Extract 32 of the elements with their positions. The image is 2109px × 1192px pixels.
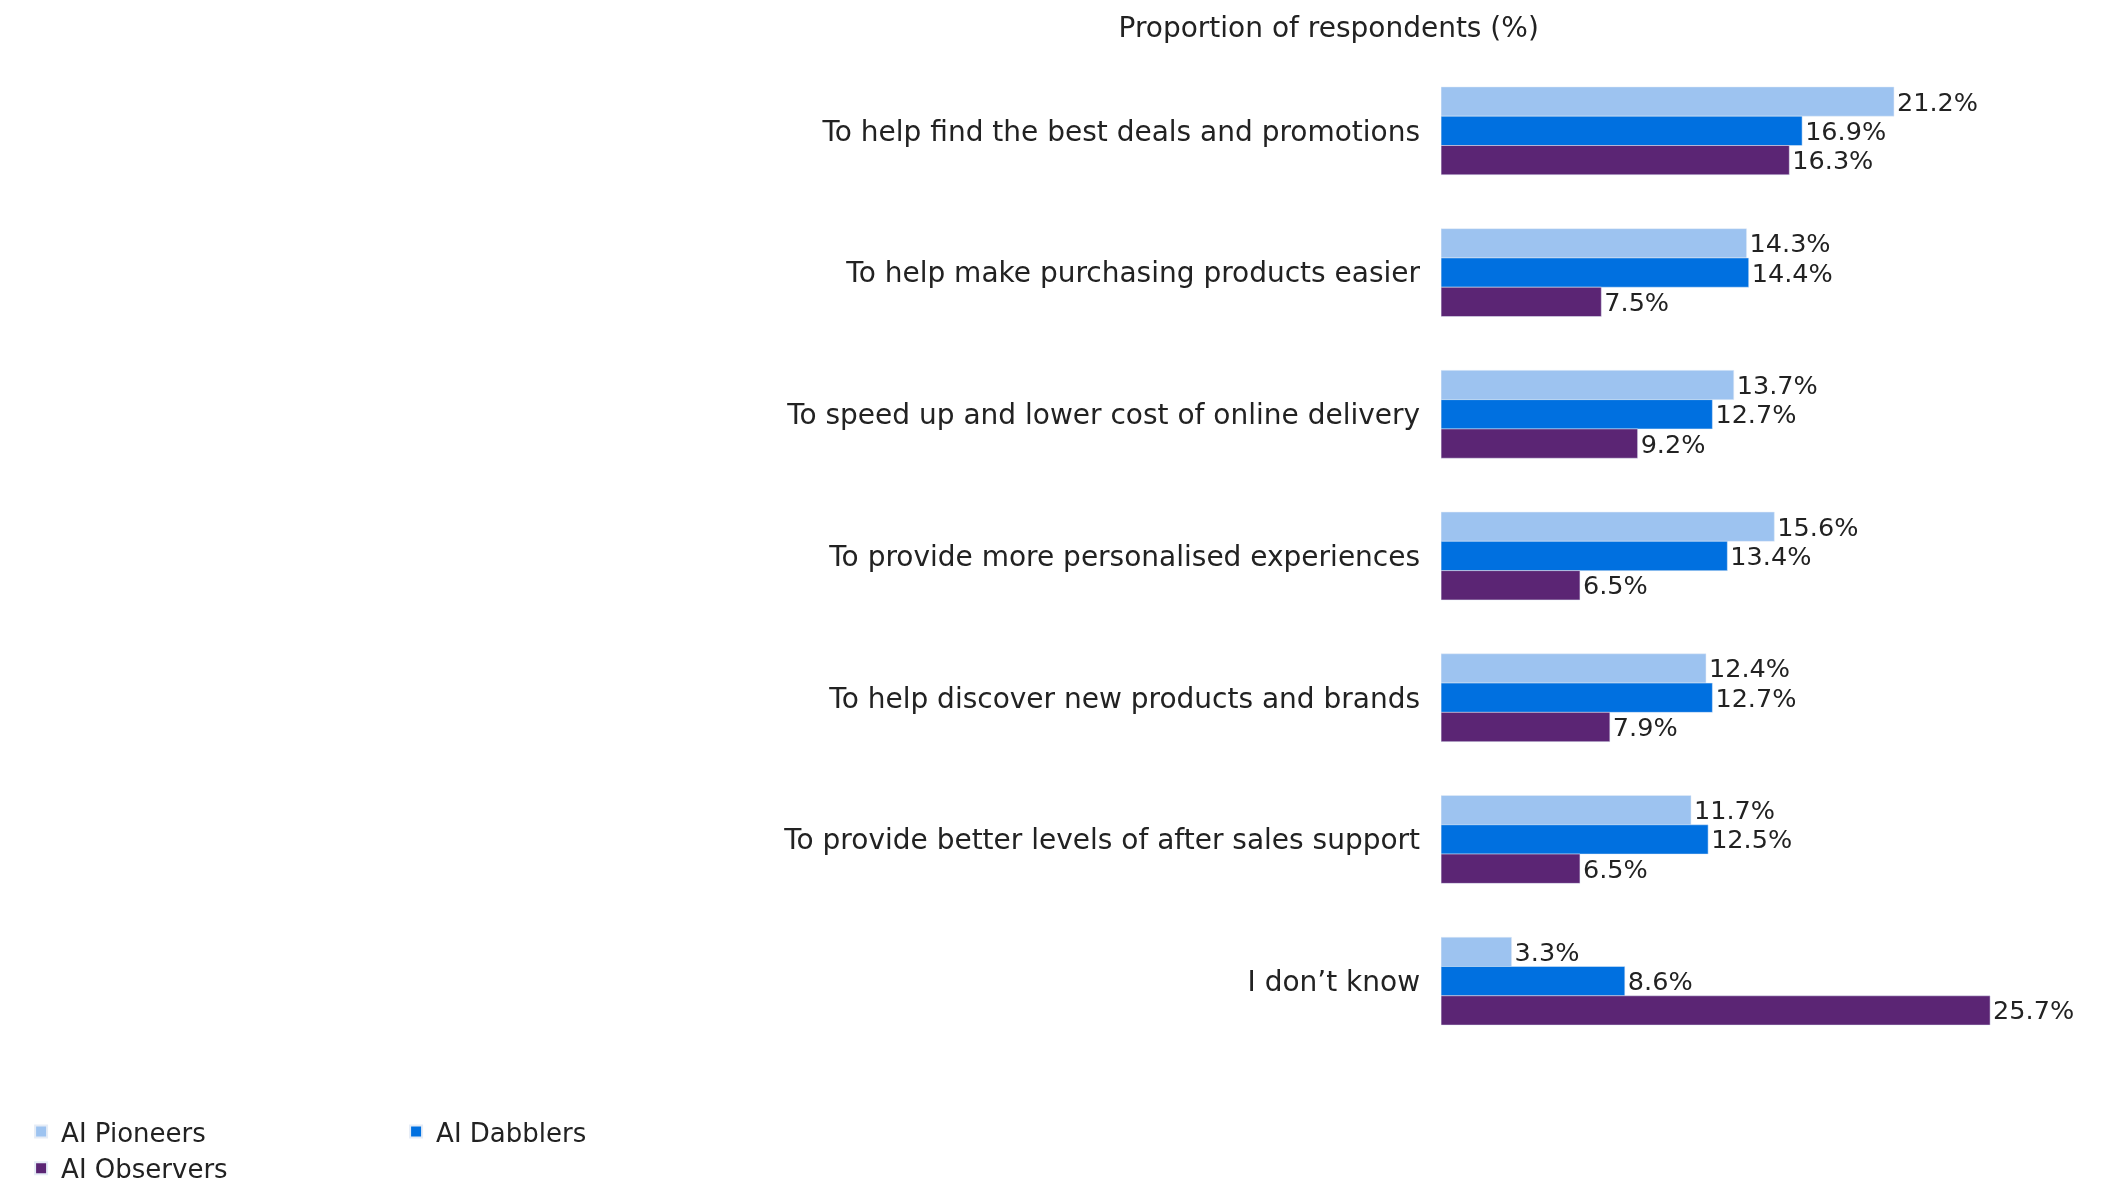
data-label: 7.9% bbox=[1612, 711, 1678, 742]
y-tick-label: To help discover new products and brands bbox=[828, 681, 1421, 715]
y-tick-label: To provide more personalised experiences bbox=[828, 539, 1421, 573]
data-label: 13.4% bbox=[1730, 540, 1812, 571]
data-label: 3.3% bbox=[1514, 936, 1580, 967]
data-label: 7.5% bbox=[1604, 286, 1670, 317]
y-tick-label: To help find the best deals and promotions bbox=[821, 114, 1421, 148]
data-label: 6.5% bbox=[1582, 853, 1648, 884]
legend-label: AI Observers bbox=[61, 1154, 228, 1185]
y-tick-label: I don’t know bbox=[1247, 964, 1421, 998]
data-label: 14.4% bbox=[1751, 257, 1833, 288]
data-label: 16.3% bbox=[1792, 145, 1874, 176]
y-tick-label: To speed up and lower cost of online delivery bbox=[786, 398, 1421, 432]
y-tick-label: To help make purchasing products easier bbox=[845, 256, 1421, 290]
data-label: 12.4% bbox=[1709, 653, 1791, 684]
legend-label: AI Pioneers bbox=[61, 1117, 206, 1148]
data-label: 16.9% bbox=[1805, 115, 1887, 146]
data-label: 12.5% bbox=[1711, 824, 1793, 855]
chart-title: Proportion of respondents (%) bbox=[1118, 11, 1539, 45]
data-label: 13.7% bbox=[1736, 369, 1818, 400]
data-label: 25.7% bbox=[1993, 995, 2075, 1026]
legend-label: AI Dabblers bbox=[436, 1117, 587, 1148]
data-label: 9.2% bbox=[1640, 428, 1706, 459]
data-label: 21.2% bbox=[1896, 86, 1978, 117]
data-label: 8.6% bbox=[1627, 966, 1693, 997]
data-label: 14.3% bbox=[1749, 228, 1831, 259]
y-tick-label: To provide better levels of after sales support bbox=[783, 823, 1421, 857]
data-label: 15.6% bbox=[1777, 511, 1859, 542]
data-label: 12.7% bbox=[1715, 399, 1797, 430]
data-label: 6.5% bbox=[1582, 570, 1648, 601]
data-label: 12.7% bbox=[1715, 682, 1797, 713]
data-label: 11.7% bbox=[1694, 795, 1776, 826]
